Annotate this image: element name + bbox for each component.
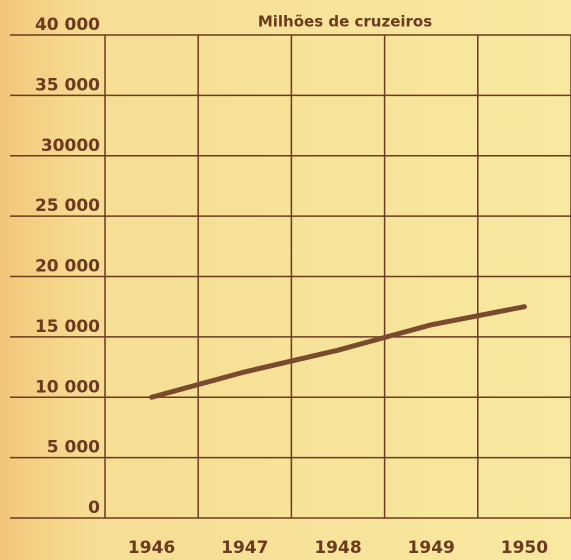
y-tick-label: 15 000 xyxy=(35,317,100,337)
y-tick-label: 40 000 xyxy=(35,15,100,35)
chart-title: Milhões de cruzeiros xyxy=(258,13,432,31)
y-tick-label: 5 000 xyxy=(47,438,100,458)
y-tick-label: 20 000 xyxy=(35,257,100,277)
y-tick-label: 30000 xyxy=(41,136,100,156)
x-tick-label: 1949 xyxy=(408,538,455,558)
y-tick-label: 25 000 xyxy=(35,196,100,216)
y-tick-label: 0 xyxy=(88,498,100,518)
y-tick-label: 10 000 xyxy=(35,377,100,397)
line xyxy=(149,304,527,400)
x-tick-label: 1946 xyxy=(128,538,175,558)
y-tick-label: 35 000 xyxy=(35,75,100,95)
x-tick-label: 1947 xyxy=(221,538,268,558)
x-tick-label: 1948 xyxy=(314,538,361,558)
x-tick-label: 1950 xyxy=(501,538,548,558)
